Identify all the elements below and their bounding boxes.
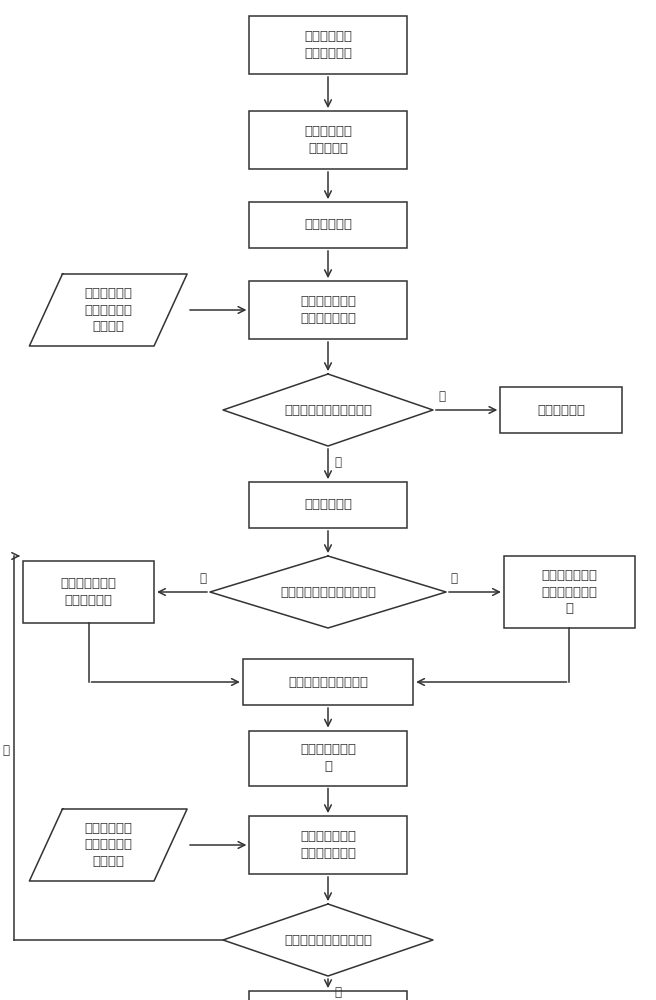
Text: 重投影误差是否小于阈值: 重投影误差是否小于阈值 (284, 934, 372, 946)
Text: 是: 是 (438, 389, 445, 402)
Bar (249, 730, 407, 786)
Text: 否: 否 (450, 572, 457, 584)
Text: 添加辅助标定物
后拍摄补充图像
对: 添加辅助标定物 后拍摄补充图像 对 (541, 569, 598, 615)
Text: 拍摄目标场景作
为补充图像对: 拍摄目标场景作 为补充图像对 (60, 577, 117, 607)
Text: 场景特征分布是否发生变化: 场景特征分布是否发生变化 (280, 585, 376, 598)
Bar (504, 556, 635, 628)
Text: 特征点对筛选: 特征点对筛选 (304, 498, 352, 512)
Text: 内部参数、畸
变系数、相机
光心距离: 内部参数、畸 变系数、相机 光心距离 (84, 287, 133, 333)
Text: 重投影误差是否小于阈值: 重投影误差是否小于阈值 (284, 403, 372, 416)
Bar (249, 202, 407, 248)
Polygon shape (30, 274, 187, 346)
Text: 求解外部参数并
计算重投影误差: 求解外部参数并 计算重投影误差 (300, 295, 356, 325)
Polygon shape (223, 904, 433, 976)
Bar (249, 816, 407, 874)
Text: 求解外部参数并
计算重投影误差: 求解外部参数并 计算重投影误差 (300, 830, 356, 860)
Text: 提取匹配补充图像特征: 提取匹配补充图像特征 (288, 676, 368, 688)
Bar (249, 482, 407, 528)
Text: 是: 是 (199, 572, 206, 584)
Polygon shape (210, 556, 446, 628)
Polygon shape (223, 374, 433, 446)
Text: 否: 否 (2, 744, 9, 757)
Text: 提取匹配视场
内原有特征: 提取匹配视场 内原有特征 (304, 125, 352, 155)
Text: 内部参数、畸
变系数、相机
光心距离: 内部参数、畸 变系数、相机 光心距离 (84, 822, 133, 868)
Bar (243, 659, 413, 705)
Text: 调节双站相机
拍摄目标场景: 调节双站相机 拍摄目标场景 (304, 30, 352, 60)
Text: 否: 否 (335, 456, 342, 469)
Bar (249, 16, 407, 74)
Text: 是: 是 (335, 986, 342, 999)
Bar (500, 387, 622, 433)
Polygon shape (30, 809, 187, 881)
Text: 计算基础矩阵: 计算基础矩阵 (304, 219, 352, 232)
Bar (23, 561, 154, 623)
Bar (249, 991, 407, 1000)
Text: 输出外部参数: 输出外部参数 (537, 403, 585, 416)
Bar (249, 281, 407, 339)
Bar (249, 111, 407, 169)
Text: 计算新的基础矩
阵: 计算新的基础矩 阵 (300, 743, 356, 773)
